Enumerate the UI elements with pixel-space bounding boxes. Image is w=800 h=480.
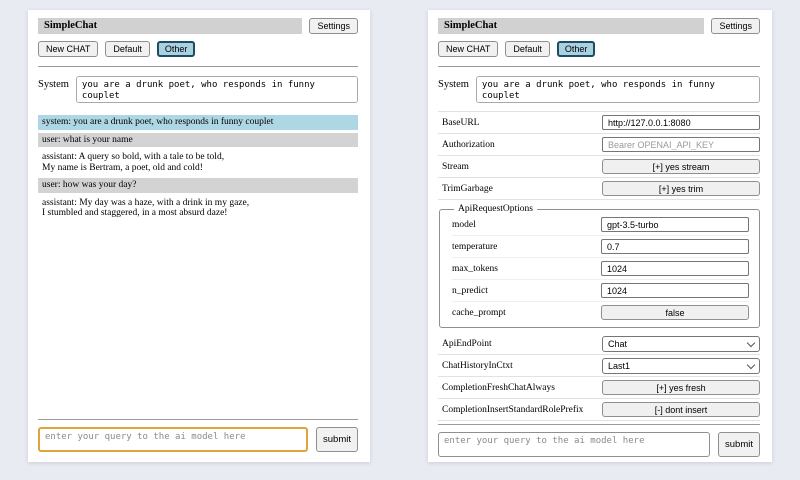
- chathistoryinctxt-label: ChatHistoryInCtxt: [442, 360, 513, 371]
- chat-message-assistant: assistant: A query so bold, with a tale …: [38, 150, 358, 175]
- divider: [438, 66, 760, 67]
- chat-message-user: user: how was your day?: [38, 178, 358, 193]
- setting-row-n-predict: n_predict: [452, 280, 749, 302]
- tab-other[interactable]: Other: [156, 41, 196, 57]
- message-line: user: how was your day?: [42, 180, 137, 190]
- system-prompt-input[interactable]: you are a drunk poet, who responds in fu…: [475, 76, 760, 103]
- divider: [438, 424, 760, 425]
- settings-button[interactable]: Settings: [711, 18, 760, 34]
- chathistoryinctxt-selected-value: Last1: [608, 360, 631, 371]
- system-prompt-label: System: [438, 79, 469, 90]
- settings-panel: SimpleChat Settings New CHAT Default Oth…: [428, 10, 772, 462]
- stream-label: Stream: [442, 161, 469, 172]
- setting-row-chathistoryinctxt: ChatHistoryInCtxt Last1: [438, 355, 760, 377]
- message-line: My name is Bertram, a poet, old and cold…: [42, 162, 203, 173]
- chat-transcript: system: you are a drunk poet, who respon…: [38, 115, 358, 416]
- n-predict-input[interactable]: [601, 283, 749, 298]
- n-predict-label: n_predict: [452, 285, 488, 296]
- query-row: submit: [38, 427, 358, 452]
- chat-message-user: user: what is your name: [38, 132, 358, 147]
- tab-default[interactable]: Default: [105, 41, 150, 57]
- system-prompt-label: System: [38, 79, 69, 90]
- session-tabs: New CHAT Default Other: [38, 41, 358, 57]
- settings-form: BaseURL Authorization Stream [+] yes str…: [438, 111, 760, 421]
- baseurl-label: BaseURL: [442, 117, 480, 128]
- tab-other[interactable]: Other: [556, 41, 596, 57]
- completionfreshchatalways-toggle-button[interactable]: [+] yes fresh: [602, 380, 760, 395]
- temperature-input[interactable]: [601, 239, 749, 254]
- max-tokens-label: max_tokens: [452, 263, 498, 274]
- submit-button[interactable]: submit: [718, 432, 760, 457]
- setting-row-completionfreshchatalways: CompletionFreshChatAlways [+] yes fresh: [438, 377, 760, 399]
- title-row: SimpleChat Settings: [438, 18, 760, 34]
- authorization-input[interactable]: [602, 137, 760, 152]
- divider: [38, 66, 358, 67]
- system-prompt-input[interactable]: you are a drunk poet, who responds in fu…: [75, 76, 358, 103]
- query-row: submit: [438, 432, 760, 457]
- setting-row-stream: Stream [+] yes stream: [438, 156, 760, 178]
- setting-row-baseurl: BaseURL: [438, 111, 760, 134]
- chat-message-assistant: assistant: My day was a haze, with a dri…: [38, 195, 358, 221]
- message-line: assistant: A query so bold, with a tale …: [42, 152, 225, 162]
- app-title: SimpleChat: [438, 18, 705, 34]
- system-prompt-row: System you are a drunk poet, who respond…: [38, 76, 358, 103]
- message-line: assistant: My day was a haze, with a dri…: [42, 197, 250, 208]
- message-line: user: what is your name: [42, 134, 133, 145]
- chat-message-system: system: you are a drunk poet, who respon…: [38, 115, 358, 130]
- setting-row-cache-prompt: cache_prompt false: [452, 302, 749, 323]
- cache-prompt-label: cache_prompt: [452, 307, 506, 318]
- chevron-down-icon: [746, 338, 756, 347]
- trimgarbage-toggle-button[interactable]: [+] yes trim: [602, 181, 760, 196]
- title-row: SimpleChat Settings: [38, 18, 358, 34]
- tab-new-chat[interactable]: New CHAT: [438, 41, 499, 57]
- setting-row-apiendpoint: ApiEndPoint Chat: [438, 333, 760, 355]
- setting-row-max-tokens: max_tokens: [452, 258, 749, 280]
- baseurl-input[interactable]: [602, 115, 760, 130]
- api-request-options-legend: ApiRequestOptions: [458, 204, 533, 214]
- message-line: system: you are a drunk poet, who respon…: [42, 117, 274, 127]
- divider: [38, 419, 358, 420]
- model-input[interactable]: [601, 217, 749, 232]
- setting-row-authorization: Authorization: [438, 134, 760, 156]
- api-request-options-fieldset: ApiRequestOptions model temperature max_…: [439, 204, 760, 328]
- setting-row-trimgarbage: TrimGarbage [+] yes trim: [438, 178, 760, 200]
- setting-row-temperature: temperature: [452, 236, 749, 258]
- tab-new-chat[interactable]: New CHAT: [38, 41, 99, 57]
- completionfreshchatalways-label: CompletionFreshChatAlways: [442, 382, 555, 393]
- app-title: SimpleChat: [38, 18, 303, 34]
- tab-default[interactable]: Default: [505, 41, 550, 57]
- apiendpoint-selected-value: Chat: [608, 338, 628, 349]
- system-prompt-row: System you are a drunk poet, who respond…: [438, 76, 760, 103]
- setting-row-model: model: [452, 214, 749, 236]
- model-label: model: [452, 219, 476, 230]
- completioninsertstandardroleprefix-label: CompletionInsertStandardRolePrefix: [442, 404, 584, 415]
- chat-panel: SimpleChat Settings New CHAT Default Oth…: [28, 10, 370, 462]
- setting-row-completioninsertstandardroleprefix: CompletionInsertStandardRolePrefix [-] d…: [438, 399, 760, 421]
- query-input[interactable]: [38, 427, 309, 452]
- chathistoryinctxt-select[interactable]: Last1: [602, 357, 760, 374]
- message-line: I stumbled and staggered, in a most absu…: [42, 208, 228, 218]
- cache-prompt-toggle-button[interactable]: false: [601, 305, 749, 320]
- completioninsertstandardroleprefix-toggle-button[interactable]: [-] dont insert: [602, 402, 760, 417]
- session-tabs: New CHAT Default Other: [438, 41, 760, 57]
- query-input[interactable]: [438, 432, 711, 457]
- submit-button[interactable]: submit: [316, 427, 358, 452]
- apiendpoint-label: ApiEndPoint: [442, 338, 492, 349]
- trimgarbage-label: TrimGarbage: [442, 183, 493, 194]
- settings-button[interactable]: Settings: [309, 18, 358, 34]
- chevron-down-icon: [746, 360, 756, 369]
- apiendpoint-select[interactable]: Chat: [602, 335, 760, 352]
- authorization-label: Authorization: [442, 139, 495, 150]
- max-tokens-input[interactable]: [601, 261, 749, 276]
- temperature-label: temperature: [452, 241, 498, 252]
- stream-toggle-button[interactable]: [+] yes stream: [602, 159, 760, 174]
